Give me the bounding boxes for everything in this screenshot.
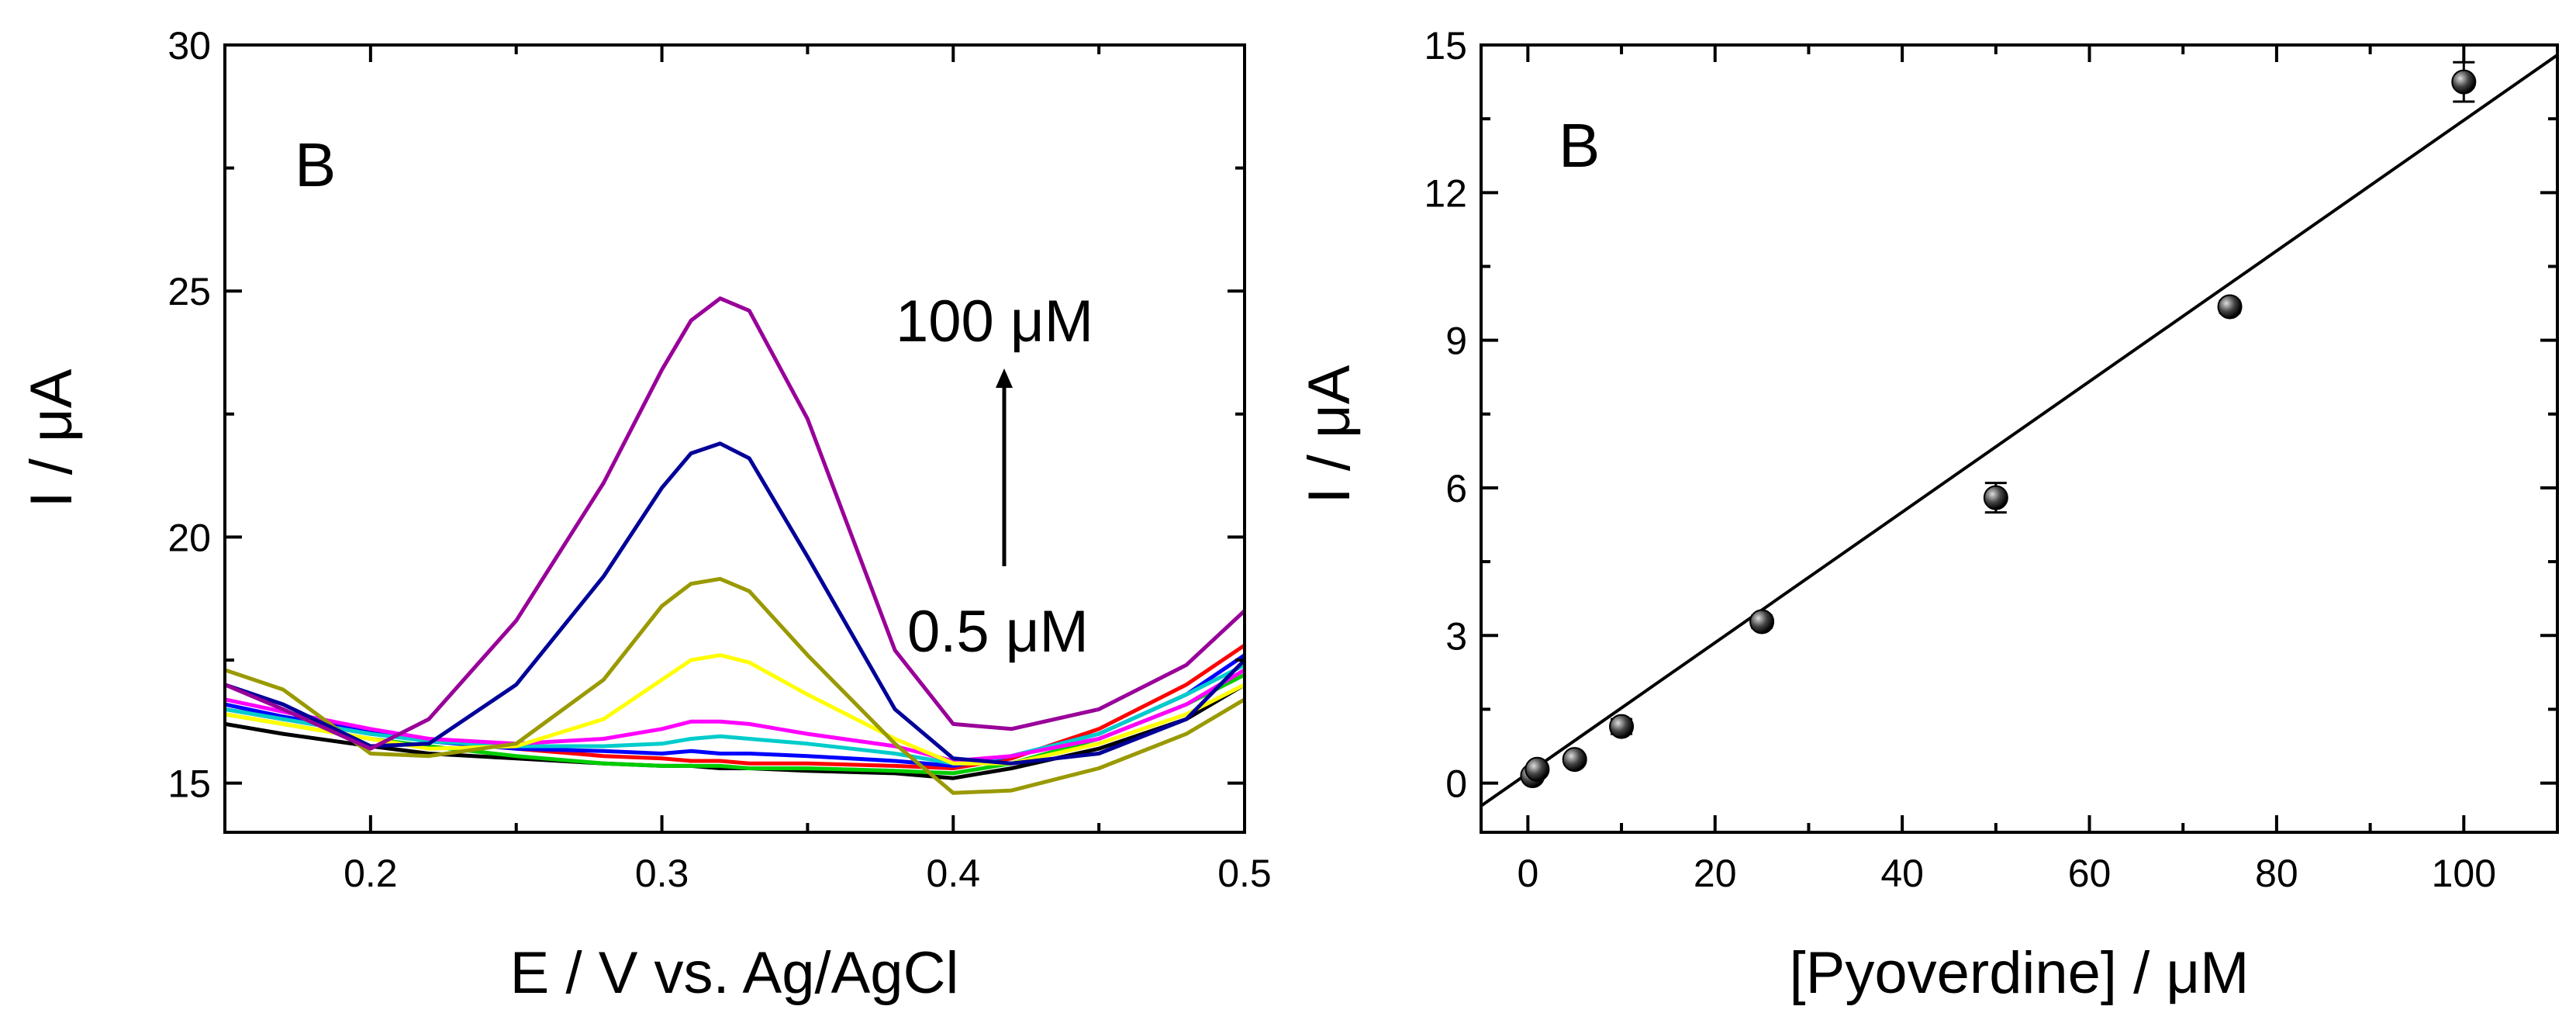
y-tick-label: 9	[1445, 320, 1467, 363]
x-tick-label: 0	[1517, 852, 1538, 895]
data-point	[1609, 714, 1635, 739]
data-point	[2217, 294, 2243, 320]
x-tick-label: 20	[1694, 852, 1737, 895]
annotation-arrow	[996, 368, 1013, 566]
y-tick-label: 15	[167, 762, 211, 806]
left-y-axis-title: I / μA	[19, 368, 85, 507]
x-tick-label: 0.3	[635, 852, 689, 895]
y-tick-label: 3	[1445, 614, 1467, 658]
right-panel-label: B	[1559, 111, 1600, 180]
left-y-axis: 15 20 25 30	[167, 24, 1245, 806]
left-plot-frame	[223, 43, 1246, 834]
x-tick-label: 80	[2255, 852, 2298, 895]
data-point	[1749, 609, 1775, 634]
right-x-axis-title: [Pyoverdine] / μM	[1790, 940, 2250, 1006]
series-line	[225, 441, 1245, 766]
annotation-top: 100 μM	[896, 289, 1093, 354]
y-tick-label: 15	[1424, 24, 1467, 67]
y-tick-label: 30	[167, 24, 211, 67]
series-line	[225, 296, 1245, 751]
right-panel: 0 20 40 60 80 100 0 3 6 9 12 15 B [Pyoverdine] / μ…	[1297, 24, 2559, 1006]
series-line	[225, 576, 1245, 795]
right-x-axis: 0 20 40 60 80 100	[1517, 45, 2496, 895]
x-tick-label: 40	[1880, 852, 1924, 895]
right-y-axis: 0 3 6 9 12 15	[1424, 24, 2557, 806]
series-lines	[225, 296, 1245, 795]
data-point	[1525, 756, 1550, 782]
y-tick-label: 25	[167, 270, 211, 313]
right-plot-frame	[1480, 43, 2559, 834]
left-plot-area	[225, 296, 1245, 795]
data-point	[1562, 747, 1587, 773]
x-tick-label: 0.4	[927, 852, 981, 895]
x-tick-label: 0.2	[344, 852, 398, 895]
left-x-axis: 0.2 0.3 0.4 0.5	[223, 45, 1272, 895]
y-tick-label: 12	[1424, 171, 1467, 215]
data-point	[1983, 485, 2008, 510]
annotation-bottom: 0.5 μM	[907, 599, 1089, 665]
x-tick-label: 100	[2432, 852, 2496, 895]
x-tick-label: 0.5	[1217, 852, 1272, 895]
left-panel: 0.2 0.3 0.4 0.5 15 20 25 30 B 100 μM 0.5 μM E …	[19, 24, 1272, 1006]
y-tick-label: 6	[1445, 467, 1467, 510]
left-x-axis-title: E / V vs. Ag/AgCl	[510, 940, 959, 1006]
arrow-head	[996, 368, 1013, 388]
right-y-axis-title: I / μA	[1297, 365, 1362, 503]
fit-line	[1481, 54, 2557, 807]
left-panel-label: B	[295, 130, 336, 199]
y-tick-label: 20	[167, 516, 211, 559]
right-plot-area	[1481, 54, 2557, 807]
series-line	[225, 668, 1245, 763]
x-tick-label: 60	[2068, 852, 2112, 895]
y-tick-label: 0	[1445, 762, 1467, 806]
data-point	[2451, 69, 2477, 95]
